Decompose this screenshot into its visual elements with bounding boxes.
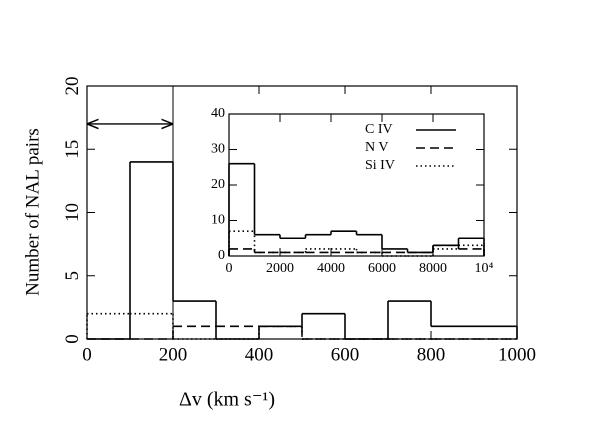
x-tick-label: 4000 bbox=[317, 261, 345, 276]
y-tick-label: 15 bbox=[62, 140, 83, 159]
x-tick-label: 2000 bbox=[266, 261, 294, 276]
x-tick-label: 8000 bbox=[419, 261, 447, 276]
y-tick-label: 30 bbox=[211, 142, 225, 157]
legend-label: Si IV bbox=[365, 158, 395, 173]
y-axis-label: Number of NAL pairs bbox=[22, 128, 43, 296]
y-tick-label: 20 bbox=[211, 177, 225, 192]
legend-label: N V bbox=[365, 140, 388, 155]
x-tick-label: 200 bbox=[159, 344, 188, 365]
x-tick-label: 6000 bbox=[368, 261, 396, 276]
y-tick-label: 20 bbox=[62, 77, 83, 96]
y-tick-label: 0 bbox=[62, 334, 83, 344]
x-tick-label: 1000 bbox=[498, 344, 536, 365]
y-tick-label: 5 bbox=[62, 271, 83, 281]
y-tick-label: 10 bbox=[62, 203, 83, 222]
x-tick-label: 10⁴ bbox=[475, 261, 494, 276]
x-tick-label: 800 bbox=[417, 344, 446, 365]
x-tick-label: 0 bbox=[226, 261, 233, 276]
x-tick-label: 0 bbox=[82, 344, 92, 365]
legend-label: C IV bbox=[365, 122, 393, 137]
x-axis-label: Δv (km s⁻¹) bbox=[179, 389, 275, 411]
y-tick-label: 10 bbox=[211, 213, 225, 228]
y-tick-label: 40 bbox=[211, 106, 225, 121]
y-tick-label: 0 bbox=[218, 248, 225, 263]
x-tick-label: 600 bbox=[331, 344, 360, 365]
x-tick-label: 400 bbox=[245, 344, 274, 365]
